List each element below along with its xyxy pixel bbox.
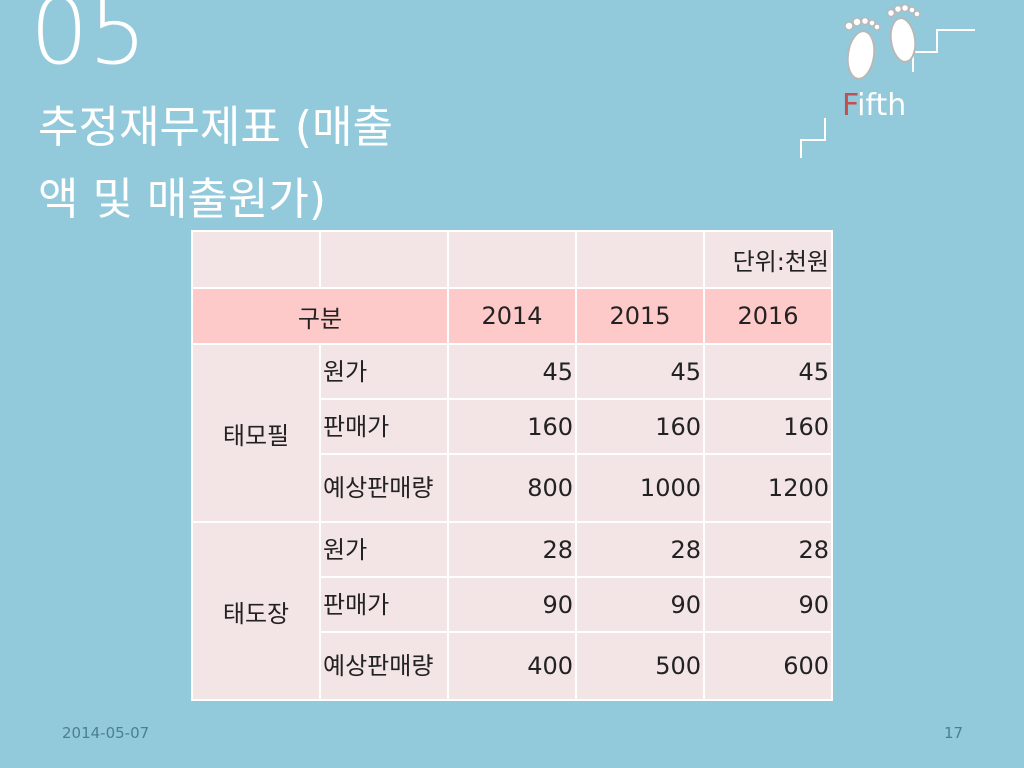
empty-cell [447,230,577,289]
financial-table: 단위:천원 구분 2014 2015 2016 태모필 원가 45 45 45 … [191,230,833,701]
header-category: 구분 [191,287,449,345]
value-cell: 1200 [703,453,833,523]
logo-wordmark: Fifth [842,88,906,123]
item-label: 원가 [319,343,449,400]
empty-cell [191,230,321,289]
value-cell: 90 [575,576,705,633]
value-cell: 400 [447,631,577,701]
header-year: 2015 [575,287,705,345]
header-year: 2014 [447,287,577,345]
value-cell: 160 [703,398,833,455]
unit-label: 단위:천원 [703,230,833,289]
table-row: 태도장 원가 28 28 28 [191,521,833,701]
value-cell: 45 [447,343,577,400]
value-cell: 90 [703,576,833,633]
header-year: 2016 [703,287,833,345]
table-row: 예상판매량 800 1000 1200 [192,453,833,523]
value-cell: 500 [575,631,705,701]
value-cell: 28 [447,521,577,578]
value-cell: 90 [447,576,577,633]
unit-row: 단위:천원 [191,230,833,289]
logo-rest: ifth [857,88,907,123]
logo-first-letter: F [842,88,858,123]
empty-cell [575,230,705,289]
slide-number: 05 [30,0,148,85]
value-cell: 28 [575,521,705,578]
value-cell: 45 [703,343,833,400]
page-number: 17 [944,724,964,742]
group-name: 태도장 [191,521,321,701]
footer-date: 2014-05-07 [62,724,150,742]
table-row: 판매가 160 160 160 [192,398,833,455]
item-label: 예상판매량 [319,631,449,701]
value-cell: 160 [575,398,705,455]
value-cell: 600 [703,631,833,701]
table-row: 판매가 90 90 90 [192,576,833,633]
header-row: 구분 2014 2015 2016 [191,287,833,345]
value-cell: 800 [447,453,577,523]
item-label: 판매가 [319,576,449,633]
table-row: 태모필 원가 45 45 45 [191,343,833,523]
slide-title-line-2: 액 및 매출원가) [38,174,327,225]
item-label: 예상판매량 [319,453,449,523]
value-cell: 1000 [575,453,705,523]
value-cell: 45 [575,343,705,400]
item-label: 판매가 [319,398,449,455]
empty-cell [319,230,449,289]
item-label: 원가 [319,521,449,578]
footprints-icon [800,3,975,158]
value-cell: 160 [447,398,577,455]
table-row: 예상판매량 400 500 600 [192,631,833,701]
slide-title-line-1: 추정재무제표 (매출 [38,102,393,153]
slide-title: 추정재무제표 (매출 액 및 매출원가) [38,92,558,236]
value-cell: 28 [703,521,833,578]
group-name: 태모필 [191,343,321,523]
